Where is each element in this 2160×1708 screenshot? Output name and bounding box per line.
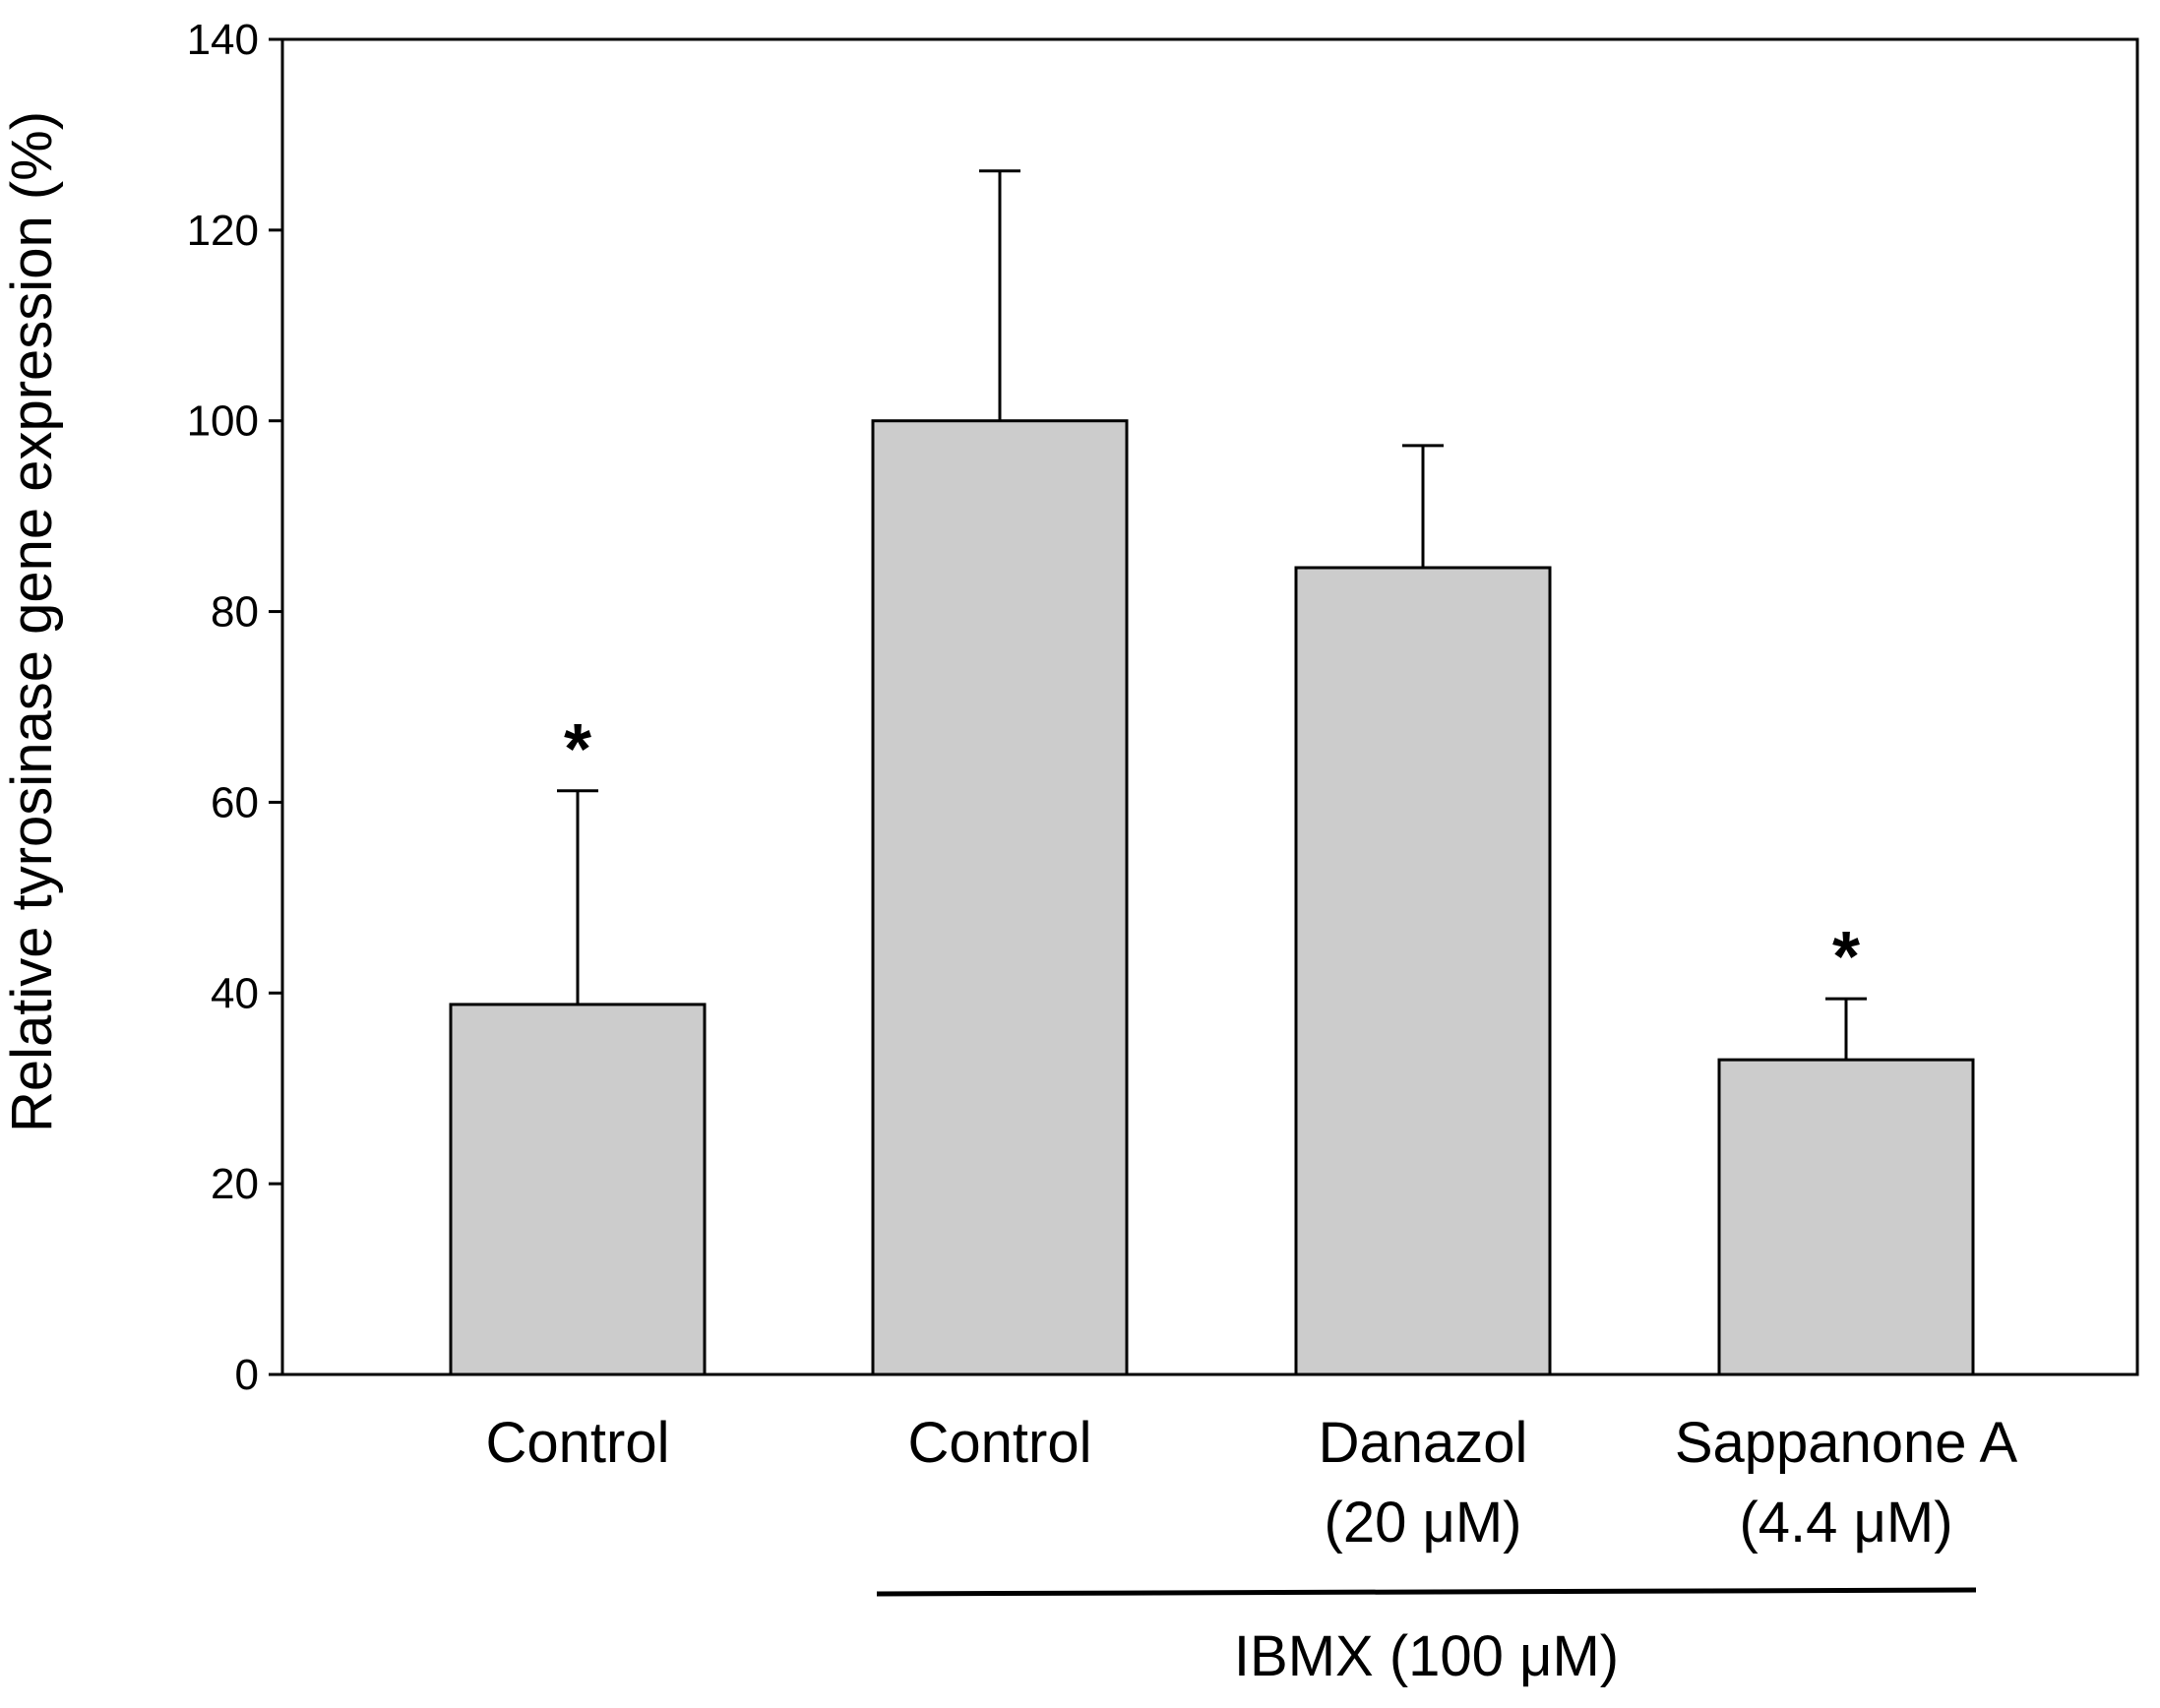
bar xyxy=(1294,566,1552,1376)
y-tick-label: 40 xyxy=(211,969,259,1017)
x-category-label: Danazol xyxy=(1319,1411,1528,1475)
plot-area: 0 20 40 60 80 100 120 140 * Control Control Danazol… xyxy=(187,16,2139,1688)
y-tick-label: 140 xyxy=(187,16,259,64)
group-label: IBMX (100 μM) xyxy=(1234,1624,1619,1688)
x-category-label: Control xyxy=(908,1411,1092,1475)
y-tick-label: 120 xyxy=(187,207,259,255)
y-tick-label: 60 xyxy=(211,778,259,826)
group-bracket-line xyxy=(876,1587,1977,1597)
y-tick-label: 0 xyxy=(235,1351,259,1399)
y-tick-label: 80 xyxy=(211,588,259,637)
bar xyxy=(1717,1058,1975,1376)
significance-marker: * xyxy=(1832,918,1860,997)
bar xyxy=(871,419,1129,1376)
plot-frame xyxy=(280,37,2139,1376)
significance-marker: * xyxy=(564,710,591,789)
x-category-label: Control xyxy=(486,1411,670,1475)
y-tick-label: 100 xyxy=(187,397,259,446)
bar xyxy=(449,1003,707,1376)
x-category-label: Sappanone A xyxy=(1675,1411,2018,1475)
y-axis-title: Relative tyrosinase gene expression (%) xyxy=(0,111,64,1132)
x-category-label-sub: (20 μM) xyxy=(1325,1491,1522,1555)
y-tick-label: 20 xyxy=(211,1160,259,1208)
x-category-label-sub: (4.4 μM) xyxy=(1739,1491,1952,1555)
